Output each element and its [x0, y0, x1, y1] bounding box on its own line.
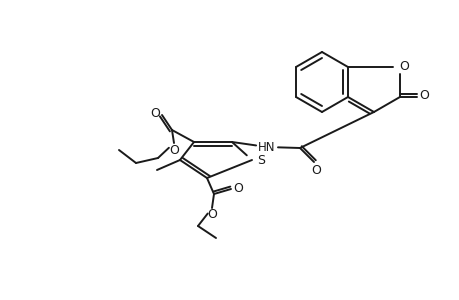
- Text: O: O: [169, 143, 179, 157]
- Text: O: O: [418, 88, 428, 101]
- Text: O: O: [398, 59, 408, 73]
- Text: HN: HN: [257, 140, 275, 154]
- Text: S: S: [257, 154, 264, 166]
- Text: O: O: [233, 182, 242, 194]
- Text: O: O: [207, 208, 217, 221]
- Text: O: O: [150, 106, 160, 119]
- Text: O: O: [310, 164, 320, 176]
